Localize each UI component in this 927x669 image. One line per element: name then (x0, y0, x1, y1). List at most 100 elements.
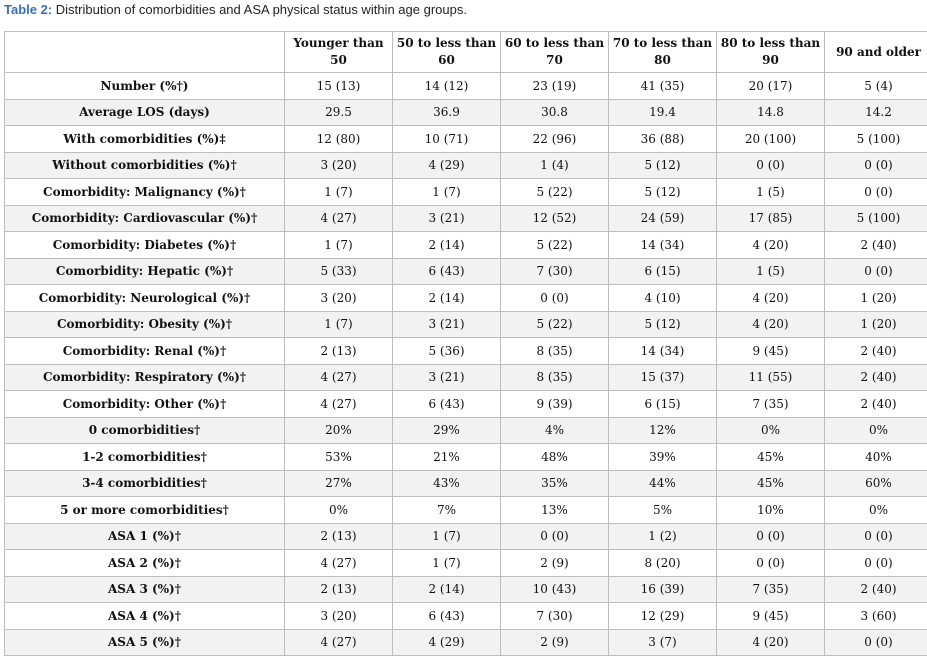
table-caption: Table 2: Distribution of comorbidities a… (4, 2, 467, 17)
table-row: With comorbidities (%)‡ 12 (80) 10 (71) 22 … (4, 125, 927, 153)
table-cell: 0 (0) (824, 178, 927, 206)
table-cell: 0 (0) (716, 151, 825, 179)
table-row: Comorbidity: Malignancy (%)† 1 (7) 1 (7) 5 … (4, 178, 927, 206)
table-cell: 36.9 (392, 98, 501, 126)
table-cell: 24 (59) (608, 204, 717, 232)
table-cell: 14 (34) (608, 231, 717, 259)
table-cell: 2 (40) (824, 231, 927, 259)
table-row: 3-4 comorbidities† 27% 43% 35% 44% 45% 60% (4, 469, 927, 497)
table-cell: 35% (500, 469, 609, 497)
table-cell: 2 (13) (284, 522, 393, 550)
table-cell: 2 (40) (824, 337, 927, 365)
table-cell: 0 (0) (824, 257, 927, 285)
row-label: Comorbidity: Cardiovascular (%)† (4, 204, 285, 232)
table-cell: 45% (716, 443, 825, 471)
table-cell: 29.5 (284, 98, 393, 126)
row-label: ASA 4 (%)† (4, 602, 285, 630)
table-cell: 6 (15) (608, 390, 717, 418)
table-cell: 14.2 (824, 98, 927, 126)
table-cell: 12 (80) (284, 125, 393, 153)
table-row: Number (%†) 15 (13) 14 (12) 23 (19) 41 (35) 2… (4, 72, 927, 100)
table-cell: 9 (39) (500, 390, 609, 418)
table-cell: 7 (35) (716, 575, 825, 603)
table-row: Comorbidity: Renal (%)† 2 (13) 5 (36) 8 (35… (4, 337, 927, 365)
table-cell: 2 (14) (392, 231, 501, 259)
table-cell: 0 (0) (716, 549, 825, 577)
header-cell: 60 to less than 70 (500, 31, 609, 73)
row-label: Comorbidity: Renal (%)† (4, 337, 285, 365)
table-row: Comorbidity: Diabetes (%)† 1 (7) 2 (14) 5 (… (4, 231, 927, 259)
row-label: Comorbidity: Malignancy (%)† (4, 178, 285, 206)
table-cell: 2 (9) (500, 549, 609, 577)
table-caption-text: Distribution of comorbidities and ASA ph… (52, 2, 467, 17)
table-cell: 2 (13) (284, 575, 393, 603)
table-cell: 1 (2) (608, 522, 717, 550)
table-cell: 1 (20) (824, 310, 927, 338)
table-cell: 4 (20) (716, 231, 825, 259)
table-cell: 3 (21) (392, 363, 501, 391)
row-label: Comorbidity: Hepatic (%)† (4, 257, 285, 285)
table-cell: 48% (500, 443, 609, 471)
table-cell: 45% (716, 469, 825, 497)
row-label: 5 or more comorbidities† (4, 496, 285, 524)
table-cell: 29% (392, 416, 501, 444)
table-row: Comorbidity: Obesity (%)† 1 (7) 3 (21) 5 (2… (4, 310, 927, 338)
table-cell: 60% (824, 469, 927, 497)
table-cell: 5 (4) (824, 72, 927, 100)
table-cell: 44% (608, 469, 717, 497)
table-cell: 0 (0) (824, 549, 927, 577)
row-label: With comorbidities (%)‡ (4, 125, 285, 153)
table-body: Number (%†) 15 (13) 14 (12) 23 (19) 41 (35) 2… (4, 72, 927, 656)
table-cell: 10% (716, 496, 825, 524)
table-cell: 0 (0) (500, 522, 609, 550)
table-cell: 4 (20) (716, 284, 825, 312)
table-cell: 3 (21) (392, 204, 501, 232)
table-row: Without comorbidities (%)† 3 (20) 4 (29) 1 … (4, 151, 927, 179)
table-cell: 12 (52) (500, 204, 609, 232)
table-cell: 6 (43) (392, 257, 501, 285)
header-cell: 50 to less than 60 (392, 31, 501, 73)
table-cell: 1 (7) (392, 549, 501, 577)
table-cell: 12% (608, 416, 717, 444)
table-cell: 8 (20) (608, 549, 717, 577)
table-cell: 3 (7) (608, 628, 717, 656)
header-row: Younger than 50 50 to less than 60 60 to l… (4, 31, 927, 73)
table-row: Comorbidity: Cardiovascular (%)† 4 (27) 3 … (4, 204, 927, 232)
table-cell: 1 (7) (392, 178, 501, 206)
table-row: 5 or more comorbidities† 0% 7% 13% 5% 10% 0% (4, 496, 927, 524)
table-cell: 2 (40) (824, 390, 927, 418)
table-cell: 5 (12) (608, 178, 717, 206)
table-cell: 5 (22) (500, 231, 609, 259)
table-cell: 5 (33) (284, 257, 393, 285)
table-cell: 27% (284, 469, 393, 497)
table-cell: 1 (5) (716, 257, 825, 285)
comorbidity-table: Younger than 50 50 to less than 60 60 to l… (4, 31, 927, 656)
table-cell: 3 (21) (392, 310, 501, 338)
table-cell: 0% (284, 496, 393, 524)
row-label: 0 comorbidities† (4, 416, 285, 444)
table-cell: 5 (36) (392, 337, 501, 365)
table-cell: 3 (20) (284, 284, 393, 312)
row-label: Average LOS (days) (4, 98, 285, 126)
table-cell: 16 (39) (608, 575, 717, 603)
table-cell: 30.8 (500, 98, 609, 126)
table-cell: 1 (20) (824, 284, 927, 312)
table-row: Average LOS (days) 29.5 36.9 30.8 19.4 14.8 14… (4, 98, 927, 126)
table-cell: 21% (392, 443, 501, 471)
table-cell: 9 (45) (716, 337, 825, 365)
table-cell: 9 (45) (716, 602, 825, 630)
table-cell: 1 (7) (284, 310, 393, 338)
table-cell: 5 (12) (608, 310, 717, 338)
row-label: ASA 2 (%)† (4, 549, 285, 577)
table-row: Comorbidity: Other (%)† 4 (27) 6 (43) 9 (39… (4, 390, 927, 418)
table-cell: 0% (824, 496, 927, 524)
table-cell: 43% (392, 469, 501, 497)
header-cell: 90 and older (824, 31, 927, 73)
table-caption-label: Table 2: (4, 2, 53, 17)
table-row: ASA 4 (%)† 3 (20) 6 (43) 7 (30) 12 (29) 9 (45… (4, 602, 927, 630)
table-cell: 19.4 (608, 98, 717, 126)
table-cell: 15 (13) (284, 72, 393, 100)
table-cell: 1 (7) (284, 231, 393, 259)
table-cell: 5% (608, 496, 717, 524)
table-cell: 2 (14) (392, 575, 501, 603)
